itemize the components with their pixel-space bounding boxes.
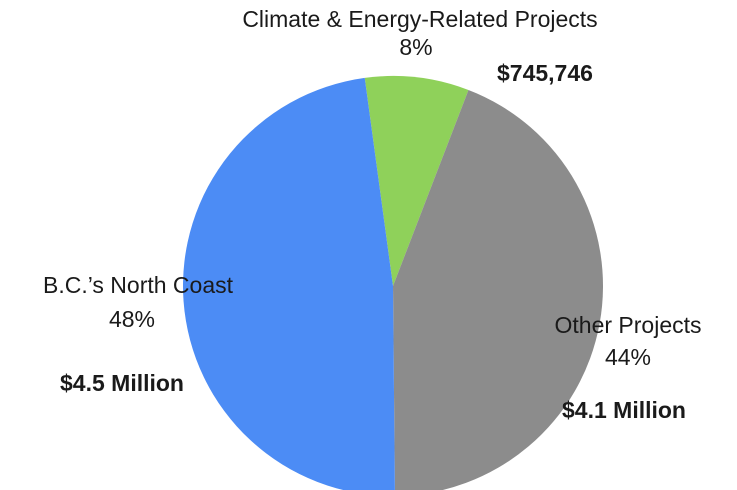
slice-amount-climate-energy: $745,746 [497,60,593,86]
slice-name-climate-energy: Climate & Energy-Related Projects [242,6,598,32]
slice-climate-energy [364,76,469,286]
slice-amount-other-projects: $4.1 Million [562,397,686,423]
slice-percent-climate-energy: 8% [399,33,433,60]
slice-north-coast [183,77,395,490]
slice-name-other-projects: Other Projects [554,312,702,338]
label-climate-energy: Climate & Energy-Related Projects 8% [170,6,670,61]
label-north-coast: B.C.’s North Coast 48% [0,272,300,333]
pie-slices [183,76,603,490]
slice-percent-other-projects: 44% [604,343,652,370]
slice-name-north-coast: B.C.’s North Coast [42,272,234,298]
label-other-projects: Other Projects 44% [518,312,737,371]
slice-amount-north-coast: $4.5 Million [60,370,184,396]
slice-percent-north-coast: 48% [108,305,156,332]
slice-other-projects [393,90,603,490]
